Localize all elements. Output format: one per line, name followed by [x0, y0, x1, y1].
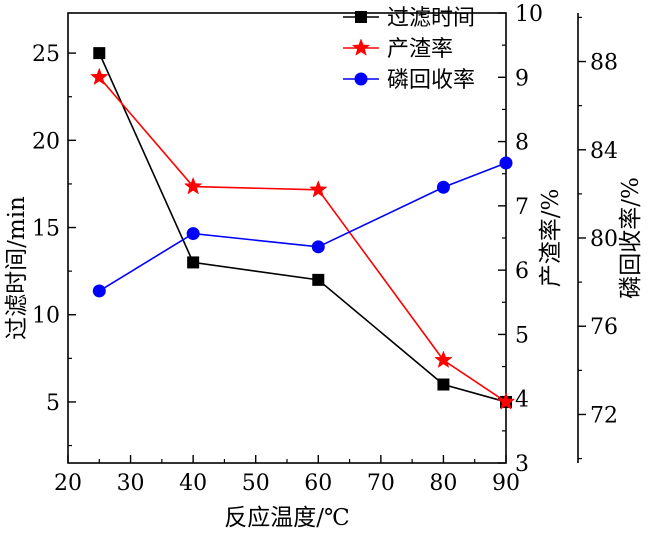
right1-tick-label: 9 — [515, 66, 529, 91]
legend-label: 磷回收率 — [387, 68, 475, 93]
x-tick-label: 50 — [242, 471, 270, 496]
legend-marker — [355, 11, 367, 23]
data-point-series-0 — [93, 47, 106, 60]
x-tick-label: 60 — [304, 471, 332, 496]
series-line-0 — [98, 52, 507, 403]
data-point-series-2 — [186, 227, 200, 241]
data-point-series-0 — [187, 256, 200, 269]
left-tick-label: 10 — [32, 304, 60, 329]
x-tick-label: 30 — [117, 471, 145, 496]
x-tick-label: 90 — [492, 471, 520, 496]
right1-tick-label: 8 — [515, 131, 529, 156]
data-point-series-2 — [436, 180, 450, 194]
right1-axis-label: 产渣率/% — [538, 189, 564, 288]
right1-tick-label: 10 — [515, 2, 543, 27]
data-point-series-2 — [92, 284, 106, 298]
x-tick-label: 80 — [429, 471, 457, 496]
left-tick-label: 5 — [46, 391, 60, 416]
data-point-series-1 — [496, 392, 516, 410]
right2-tick-label: 80 — [590, 227, 618, 252]
data-point-series-1 — [309, 180, 328, 198]
data-point-series-1 — [90, 67, 109, 86]
right2-tick-label: 76 — [590, 315, 618, 340]
legend-label: 产渣率 — [387, 37, 453, 62]
left-tick-label: 20 — [32, 129, 60, 154]
x-axis-label: 反应温度/℃ — [224, 505, 349, 531]
series-line-1 — [98, 76, 507, 403]
data-point-series-0 — [312, 273, 325, 286]
x-tick-label: 20 — [54, 471, 82, 496]
data-point-series-1 — [434, 350, 453, 368]
right2-tick-label: 72 — [590, 403, 618, 428]
left-axis-label: 过滤时间/min — [4, 196, 30, 340]
left-tick-label: 15 — [32, 217, 60, 242]
right1-tick-label: 4 — [515, 388, 529, 413]
legend-label: 过滤时间 — [387, 6, 475, 31]
data-point-series-2 — [499, 156, 513, 170]
x-tick-label: 40 — [179, 471, 207, 496]
left-tick-label: 25 — [32, 42, 60, 67]
legend-marker — [354, 72, 368, 86]
x-tick-label: 70 — [367, 471, 395, 496]
right2-tick-label: 88 — [590, 51, 618, 76]
data-point-series-0 — [437, 378, 450, 391]
right2-tick-label: 84 — [590, 139, 618, 164]
right1-tick-label: 5 — [515, 323, 529, 348]
right1-tick-label: 7 — [515, 195, 529, 220]
data-point-series-1 — [183, 176, 203, 195]
legend-marker — [351, 38, 371, 56]
right1-tick-label: 6 — [515, 259, 529, 284]
right1-tick-label: 3 — [515, 452, 529, 477]
right2-axis-label: 磷回收率/% — [618, 177, 644, 299]
data-point-series-2 — [311, 240, 325, 254]
